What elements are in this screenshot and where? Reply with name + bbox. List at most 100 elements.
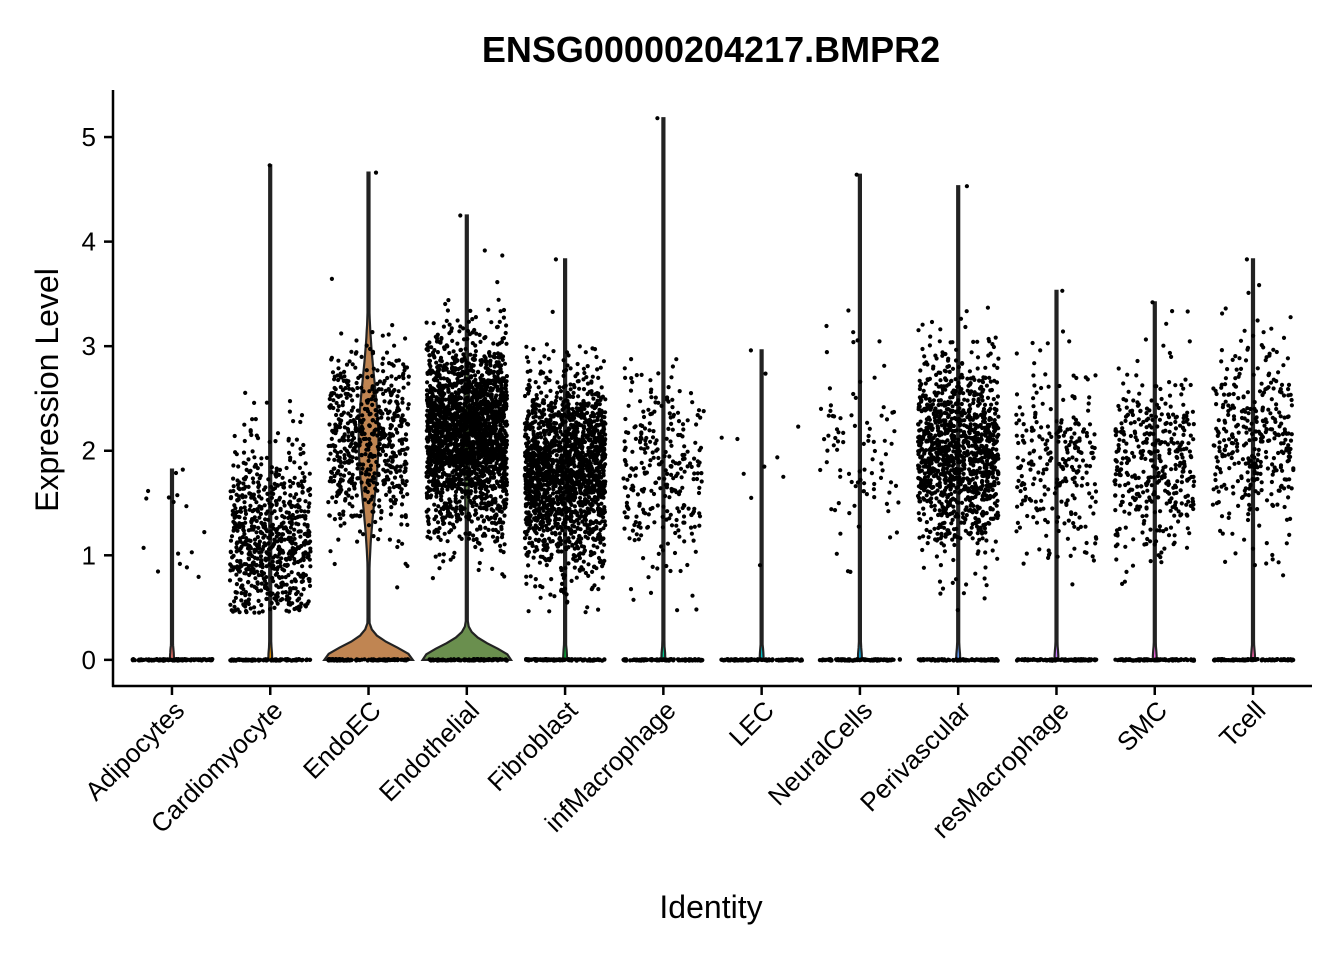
data-point (351, 484, 357, 489)
data-point (436, 529, 441, 534)
data-point (498, 309, 503, 314)
data-point (441, 441, 446, 447)
violin-layer (168, 117, 1257, 661)
data-point (303, 603, 308, 608)
data-point (307, 501, 312, 506)
data-point (261, 535, 266, 540)
data-point (302, 478, 307, 484)
data-point (500, 386, 505, 391)
data-point (189, 550, 194, 555)
data-point (475, 396, 480, 401)
data-point (233, 506, 238, 511)
data-point (563, 383, 568, 388)
data-point (447, 350, 452, 356)
data-point (252, 605, 257, 610)
data-point (503, 449, 508, 454)
data-point (449, 514, 454, 519)
data-point (451, 555, 456, 560)
data-point (254, 530, 259, 535)
data-point (258, 529, 263, 534)
data-point (335, 490, 340, 495)
data-point (494, 414, 499, 419)
data-point (403, 513, 408, 518)
data-point (292, 556, 297, 562)
data-point (482, 468, 487, 473)
data-point (306, 509, 311, 514)
data-point (427, 657, 432, 662)
data-point (285, 594, 290, 599)
data-point (436, 398, 441, 403)
data-point (487, 464, 492, 469)
data-point (237, 657, 242, 662)
data-point (429, 412, 434, 417)
data-point (571, 390, 576, 395)
data-point (487, 471, 492, 476)
data-point (501, 315, 506, 320)
data-point (255, 472, 260, 477)
data-point (246, 579, 251, 585)
data-point (161, 658, 166, 663)
data-point (480, 447, 485, 453)
data-point (337, 483, 342, 488)
data-point (353, 351, 358, 356)
data-point (472, 327, 477, 333)
data-point (448, 439, 453, 444)
data-point (342, 456, 347, 461)
data-point (490, 499, 495, 504)
data-point (426, 456, 431, 461)
data-point (235, 498, 240, 503)
data-point (350, 433, 355, 438)
data-point (484, 442, 489, 447)
data-point (384, 350, 390, 355)
violin-lec (758, 349, 765, 661)
data-point (549, 577, 554, 582)
data-point (368, 442, 373, 447)
data-point (456, 657, 461, 662)
data-point (338, 449, 343, 454)
data-point (463, 346, 468, 352)
data-point (434, 360, 439, 365)
data-point (441, 415, 446, 420)
data-point (444, 361, 450, 366)
data-point (246, 484, 251, 489)
data-point (474, 331, 479, 336)
data-point (359, 354, 364, 359)
data-point (473, 544, 478, 550)
data-point (363, 472, 368, 477)
data-point (437, 404, 442, 409)
data-point (463, 411, 468, 416)
data-point (425, 495, 430, 500)
data-point (205, 657, 210, 662)
data-point (343, 467, 348, 472)
data-point (307, 530, 312, 535)
data-point (427, 479, 432, 484)
data-point (474, 435, 479, 440)
data-point (231, 484, 236, 489)
data-point (255, 580, 260, 585)
data-point (209, 658, 214, 663)
data-point (370, 418, 375, 423)
data-point (344, 448, 350, 454)
data-point (493, 440, 498, 446)
data-point (540, 585, 545, 590)
data-point (274, 571, 280, 576)
data-point (329, 436, 334, 441)
data-point (350, 362, 355, 367)
data-point (354, 456, 359, 461)
data-point (370, 373, 375, 379)
data-point (392, 475, 398, 480)
data-point (336, 404, 341, 409)
data-point (327, 404, 332, 409)
data-point (503, 380, 508, 385)
data-point (405, 657, 410, 662)
data-point (280, 548, 285, 554)
data-point (590, 569, 595, 575)
data-point (376, 446, 381, 451)
data-point (336, 358, 341, 363)
data-point (375, 658, 380, 663)
data-point (267, 439, 272, 445)
data-point (425, 514, 430, 519)
data-point (381, 369, 386, 374)
points-adipocytes (130, 467, 215, 663)
data-point (392, 343, 397, 348)
